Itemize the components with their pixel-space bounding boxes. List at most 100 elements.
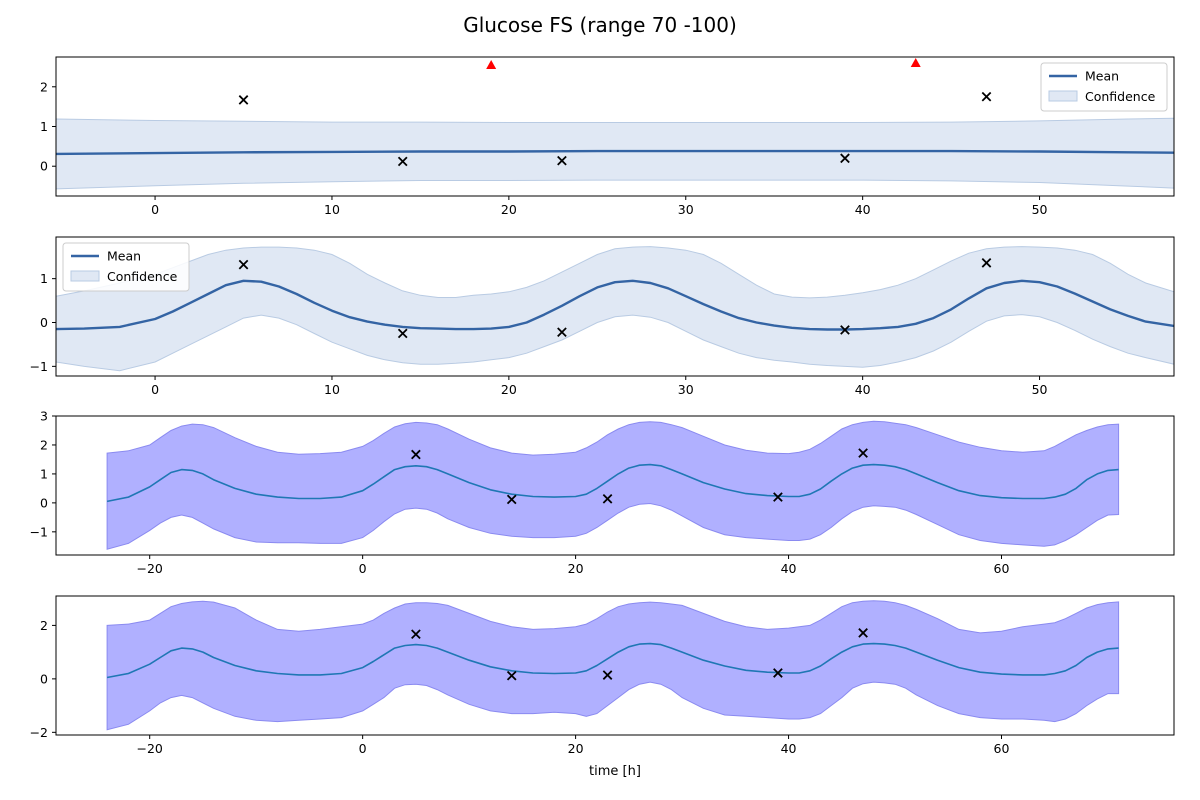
panel-4-observation-marker bbox=[602, 670, 613, 680]
panel-4-plot-area bbox=[106, 600, 1120, 731]
observation-stroke bbox=[506, 494, 517, 505]
observation-stroke bbox=[557, 327, 567, 337]
panel-1: 0 10 20 30 40 50 0 1 2 Mean Confidence bbox=[40, 56, 1175, 217]
panel-4-x-tick-label: 20 bbox=[568, 741, 584, 756]
panel-3-mean-line bbox=[106, 463, 1119, 503]
observation-stroke bbox=[411, 449, 421, 460]
panel-2-observation-marker bbox=[238, 259, 249, 270]
panel-2-x-tick-label: 0 bbox=[151, 382, 159, 397]
panel-3-plot-area bbox=[106, 420, 1120, 550]
observation-stroke bbox=[238, 259, 249, 270]
observation-stroke bbox=[602, 670, 613, 680]
panel-1-observation-marker bbox=[840, 153, 850, 164]
panel-2-axes-frame bbox=[55, 236, 1175, 377]
panel-4-axes-frame bbox=[55, 595, 1175, 736]
panel-2-mean-line bbox=[56, 279, 1174, 331]
panel-3-x-tick-label: 20 bbox=[568, 561, 584, 576]
panel-1-mean-line bbox=[56, 149, 1174, 156]
panel-1-confidence-band bbox=[56, 117, 1174, 190]
observation-stroke bbox=[397, 328, 408, 339]
panel-1-y-tick-label: 2 bbox=[40, 79, 48, 94]
panel-1-x-tick-label: 0 bbox=[151, 202, 159, 217]
panel-3-observation-marker bbox=[602, 493, 613, 504]
panel-2-x-tick-label: 40 bbox=[855, 382, 871, 397]
panel-3-observation-marker bbox=[773, 492, 783, 502]
panel-4-y-tick-label: 0 bbox=[40, 671, 48, 686]
panel-2-observation-marker bbox=[981, 258, 992, 268]
panel-3-y-tick-label: 0 bbox=[40, 495, 48, 510]
panel-2-observation-marker bbox=[397, 328, 408, 339]
panel-4-x-tick-label: 60 bbox=[994, 741, 1010, 756]
observation-stroke bbox=[238, 95, 249, 105]
panel-4-x-tick-label: 40 bbox=[781, 741, 797, 756]
panel-1-x-tick-label: 20 bbox=[501, 202, 517, 217]
observation-stroke bbox=[397, 156, 408, 167]
panel-3: −20 0 20 40 60 −1 0 1 2 3 bbox=[30, 409, 1175, 576]
panel-4-mean-line bbox=[106, 642, 1119, 679]
panel-2-y-tick-label: 1 bbox=[40, 271, 48, 286]
panel-4-x-axis-label: time [h] bbox=[589, 764, 641, 779]
panel-4-confidence-band bbox=[106, 600, 1120, 731]
panel-4-y-tick-label: 2 bbox=[40, 618, 48, 633]
panel-3-y-tick-label: 2 bbox=[40, 437, 48, 452]
panel-3-observation-marker bbox=[858, 448, 868, 458]
panel-4-x-tick-label: −20 bbox=[137, 741, 163, 756]
panel-2-y-tick-label: 0 bbox=[40, 315, 48, 330]
panel-1-x-tick-label: 50 bbox=[1032, 202, 1048, 217]
panel-1-y-tick-label: 0 bbox=[40, 159, 48, 174]
panel-2-y-tick-label: −1 bbox=[30, 359, 48, 374]
panel-4-observation-marker bbox=[411, 629, 421, 640]
observation-stroke bbox=[858, 448, 868, 458]
panel-3-observation-marker bbox=[506, 494, 517, 505]
panel-2-confidence-band bbox=[56, 246, 1174, 372]
panel-3-x-tick-label: −20 bbox=[137, 561, 163, 576]
observation-stroke bbox=[981, 91, 992, 102]
legend-confidence-label: Confidence bbox=[107, 269, 178, 284]
figure-title: Glucose FS (range 70 -100) bbox=[463, 13, 737, 37]
panel-4-observation-marker bbox=[773, 668, 783, 678]
legend-confidence-swatch bbox=[70, 270, 100, 282]
panel-2-x-tick-label: 10 bbox=[324, 382, 340, 397]
legend-confidence-label: Confidence bbox=[1085, 89, 1156, 104]
panel-4-y-tick-label: −2 bbox=[30, 725, 48, 740]
panel-2-observation-marker bbox=[557, 327, 567, 337]
panel-2-x-tick-label: 20 bbox=[501, 382, 517, 397]
panel-1-observation-marker bbox=[557, 155, 567, 166]
panel-1-x-tick-label: 30 bbox=[678, 202, 694, 217]
panel-2: 0 10 20 30 40 50 −1 0 1 Mean Confidence bbox=[30, 236, 1175, 397]
panel-3-confidence-band bbox=[106, 420, 1120, 550]
panel-3-x-tick-label: 60 bbox=[994, 561, 1010, 576]
panel-1-flag-marker bbox=[910, 57, 921, 67]
panel-2-x-tick-label: 30 bbox=[678, 382, 694, 397]
panel-4-observation-marker bbox=[506, 670, 517, 681]
panel-3-y-tick-label: 3 bbox=[40, 409, 48, 424]
panel-2-legend: Mean Confidence bbox=[62, 242, 190, 292]
legend-mean-label: Mean bbox=[107, 249, 141, 264]
observation-stroke bbox=[840, 153, 850, 164]
panel-2-observation-marker bbox=[840, 325, 850, 335]
panel-3-observation-marker bbox=[411, 449, 421, 460]
observation-stroke bbox=[858, 628, 868, 638]
panel-2-plot-area bbox=[56, 246, 1174, 372]
observation-stroke bbox=[557, 155, 567, 166]
observation-stroke bbox=[773, 492, 783, 502]
panel-1-observation-marker bbox=[238, 95, 249, 105]
panel-4-x-tick-label: 0 bbox=[359, 741, 367, 756]
panel-3-x-tick-label: 0 bbox=[359, 561, 367, 576]
panel-1-x-tick-label: 40 bbox=[855, 202, 871, 217]
observation-stroke bbox=[773, 668, 783, 678]
observation-stroke bbox=[602, 493, 613, 504]
legend-confidence-swatch bbox=[1048, 90, 1078, 102]
panel-1-observation-marker bbox=[397, 156, 408, 167]
observation-stroke bbox=[411, 629, 421, 640]
panel-1-flag-marker bbox=[486, 59, 497, 69]
panel-1-y-tick-label: 1 bbox=[40, 119, 48, 134]
panel-3-y-tick-label: −1 bbox=[30, 524, 48, 539]
observation-stroke bbox=[981, 258, 992, 268]
panel-1-legend: Mean Confidence bbox=[1040, 62, 1168, 112]
panel-1-observation-marker bbox=[981, 91, 992, 102]
legend-mean-label: Mean bbox=[1085, 69, 1119, 84]
